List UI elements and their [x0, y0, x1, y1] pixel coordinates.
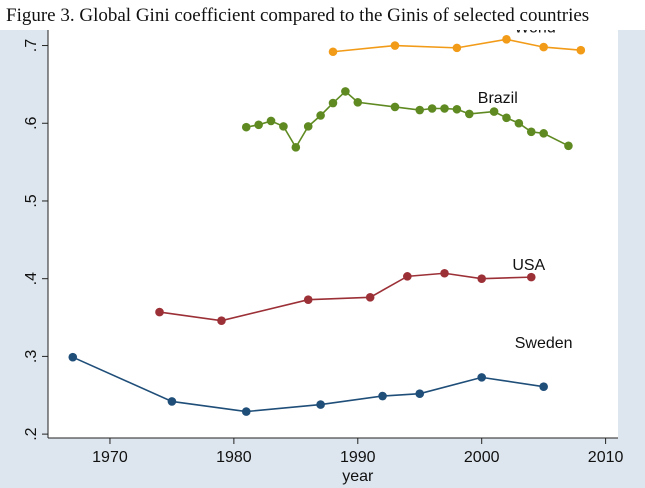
- data-point-brazil: [415, 105, 425, 115]
- data-point-sweden: [241, 407, 251, 416]
- y-tick-label: .6: [23, 116, 40, 129]
- data-point-brazil: [390, 102, 400, 112]
- data-point-sweden: [378, 391, 387, 401]
- data-point-usa: [403, 272, 412, 281]
- data-point-brazil: [353, 97, 363, 107]
- y-tick-label: .4: [23, 272, 40, 285]
- data-point-brazil: [303, 122, 313, 131]
- series-label-world: World: [514, 30, 556, 36]
- data-point-sweden: [167, 397, 177, 406]
- data-point-usa: [217, 316, 226, 325]
- data-point-brazil: [440, 104, 449, 113]
- y-tick-label: .3: [23, 350, 40, 363]
- x-tick-label: 2000: [464, 449, 500, 466]
- chart: 1970 1980 1990 2000 2010 .2 .3 .4 .5 .6 .7 World Br…: [23, 30, 624, 485]
- series-line-usa: [159, 272, 532, 322]
- data-point-usa: [303, 295, 313, 304]
- series-line-brazil: [246, 90, 569, 149]
- series-label-sweden: Sweden: [515, 335, 573, 352]
- data-point-usa: [477, 274, 486, 283]
- series-layer: [68, 35, 586, 416]
- data-point-brazil: [564, 141, 573, 151]
- data-point-sweden: [477, 373, 486, 382]
- y-tick-label: .2: [23, 427, 40, 440]
- data-point-world: [390, 41, 400, 50]
- series-line-sweden: [72, 356, 544, 413]
- y-tick-label: .7: [23, 39, 40, 52]
- x-tick-label: 1980: [216, 449, 252, 466]
- data-point-brazil: [279, 122, 288, 131]
- data-point-brazil: [514, 118, 524, 128]
- data-point-sweden: [415, 389, 425, 399]
- data-point-sweden: [316, 400, 325, 409]
- data-point-brazil: [465, 109, 474, 119]
- x-tick-label: 2010: [588, 449, 624, 466]
- data-point-world: [328, 47, 338, 57]
- data-point-brazil: [254, 120, 263, 130]
- data-point-usa: [155, 307, 164, 317]
- data-point-usa: [526, 272, 536, 282]
- data-point-sweden: [539, 382, 548, 392]
- data-point-brazil: [539, 129, 548, 138]
- x-tick-label: 1970: [92, 449, 128, 466]
- data-point-brazil: [266, 116, 276, 126]
- x-axis-title: year: [342, 468, 374, 485]
- figure-caption: Figure 3. Global Gini coefficient compar…: [6, 5, 590, 26]
- data-point-world: [502, 35, 511, 44]
- x-tick-label: 1990: [340, 449, 376, 466]
- data-point-brazil: [316, 111, 325, 120]
- data-point-sweden: [68, 352, 78, 362]
- y-tick-label: .5: [23, 194, 40, 207]
- data-point-brazil: [341, 87, 350, 96]
- data-point-brazil: [328, 98, 338, 108]
- data-point-world: [539, 42, 548, 52]
- data-point-brazil: [291, 143, 301, 152]
- axes: 1970 1980 1990 2000 2010 .2 .3 .4 .5 .6 .7: [23, 30, 624, 466]
- data-point-brazil: [526, 127, 536, 137]
- series-labels: World Brazil USA Sweden: [478, 30, 573, 352]
- series-line-world: [332, 38, 581, 53]
- data-point-world: [452, 43, 462, 53]
- data-point-brazil: [452, 104, 462, 114]
- data-point-brazil: [502, 113, 511, 123]
- data-point-brazil: [427, 104, 437, 113]
- data-point-brazil: [241, 122, 251, 132]
- series-label-brazil: Brazil: [478, 90, 518, 107]
- plot-area: [48, 30, 618, 438]
- chart-background: 1970 1980 1990 2000 2010 .2 .3 .4 .5 .6 .7 World Br…: [0, 30, 645, 488]
- data-point-usa: [440, 268, 449, 278]
- data-point-usa: [365, 293, 375, 302]
- series-label-usa: USA: [512, 257, 545, 274]
- data-point-world: [576, 45, 586, 55]
- data-point-brazil: [489, 107, 499, 116]
